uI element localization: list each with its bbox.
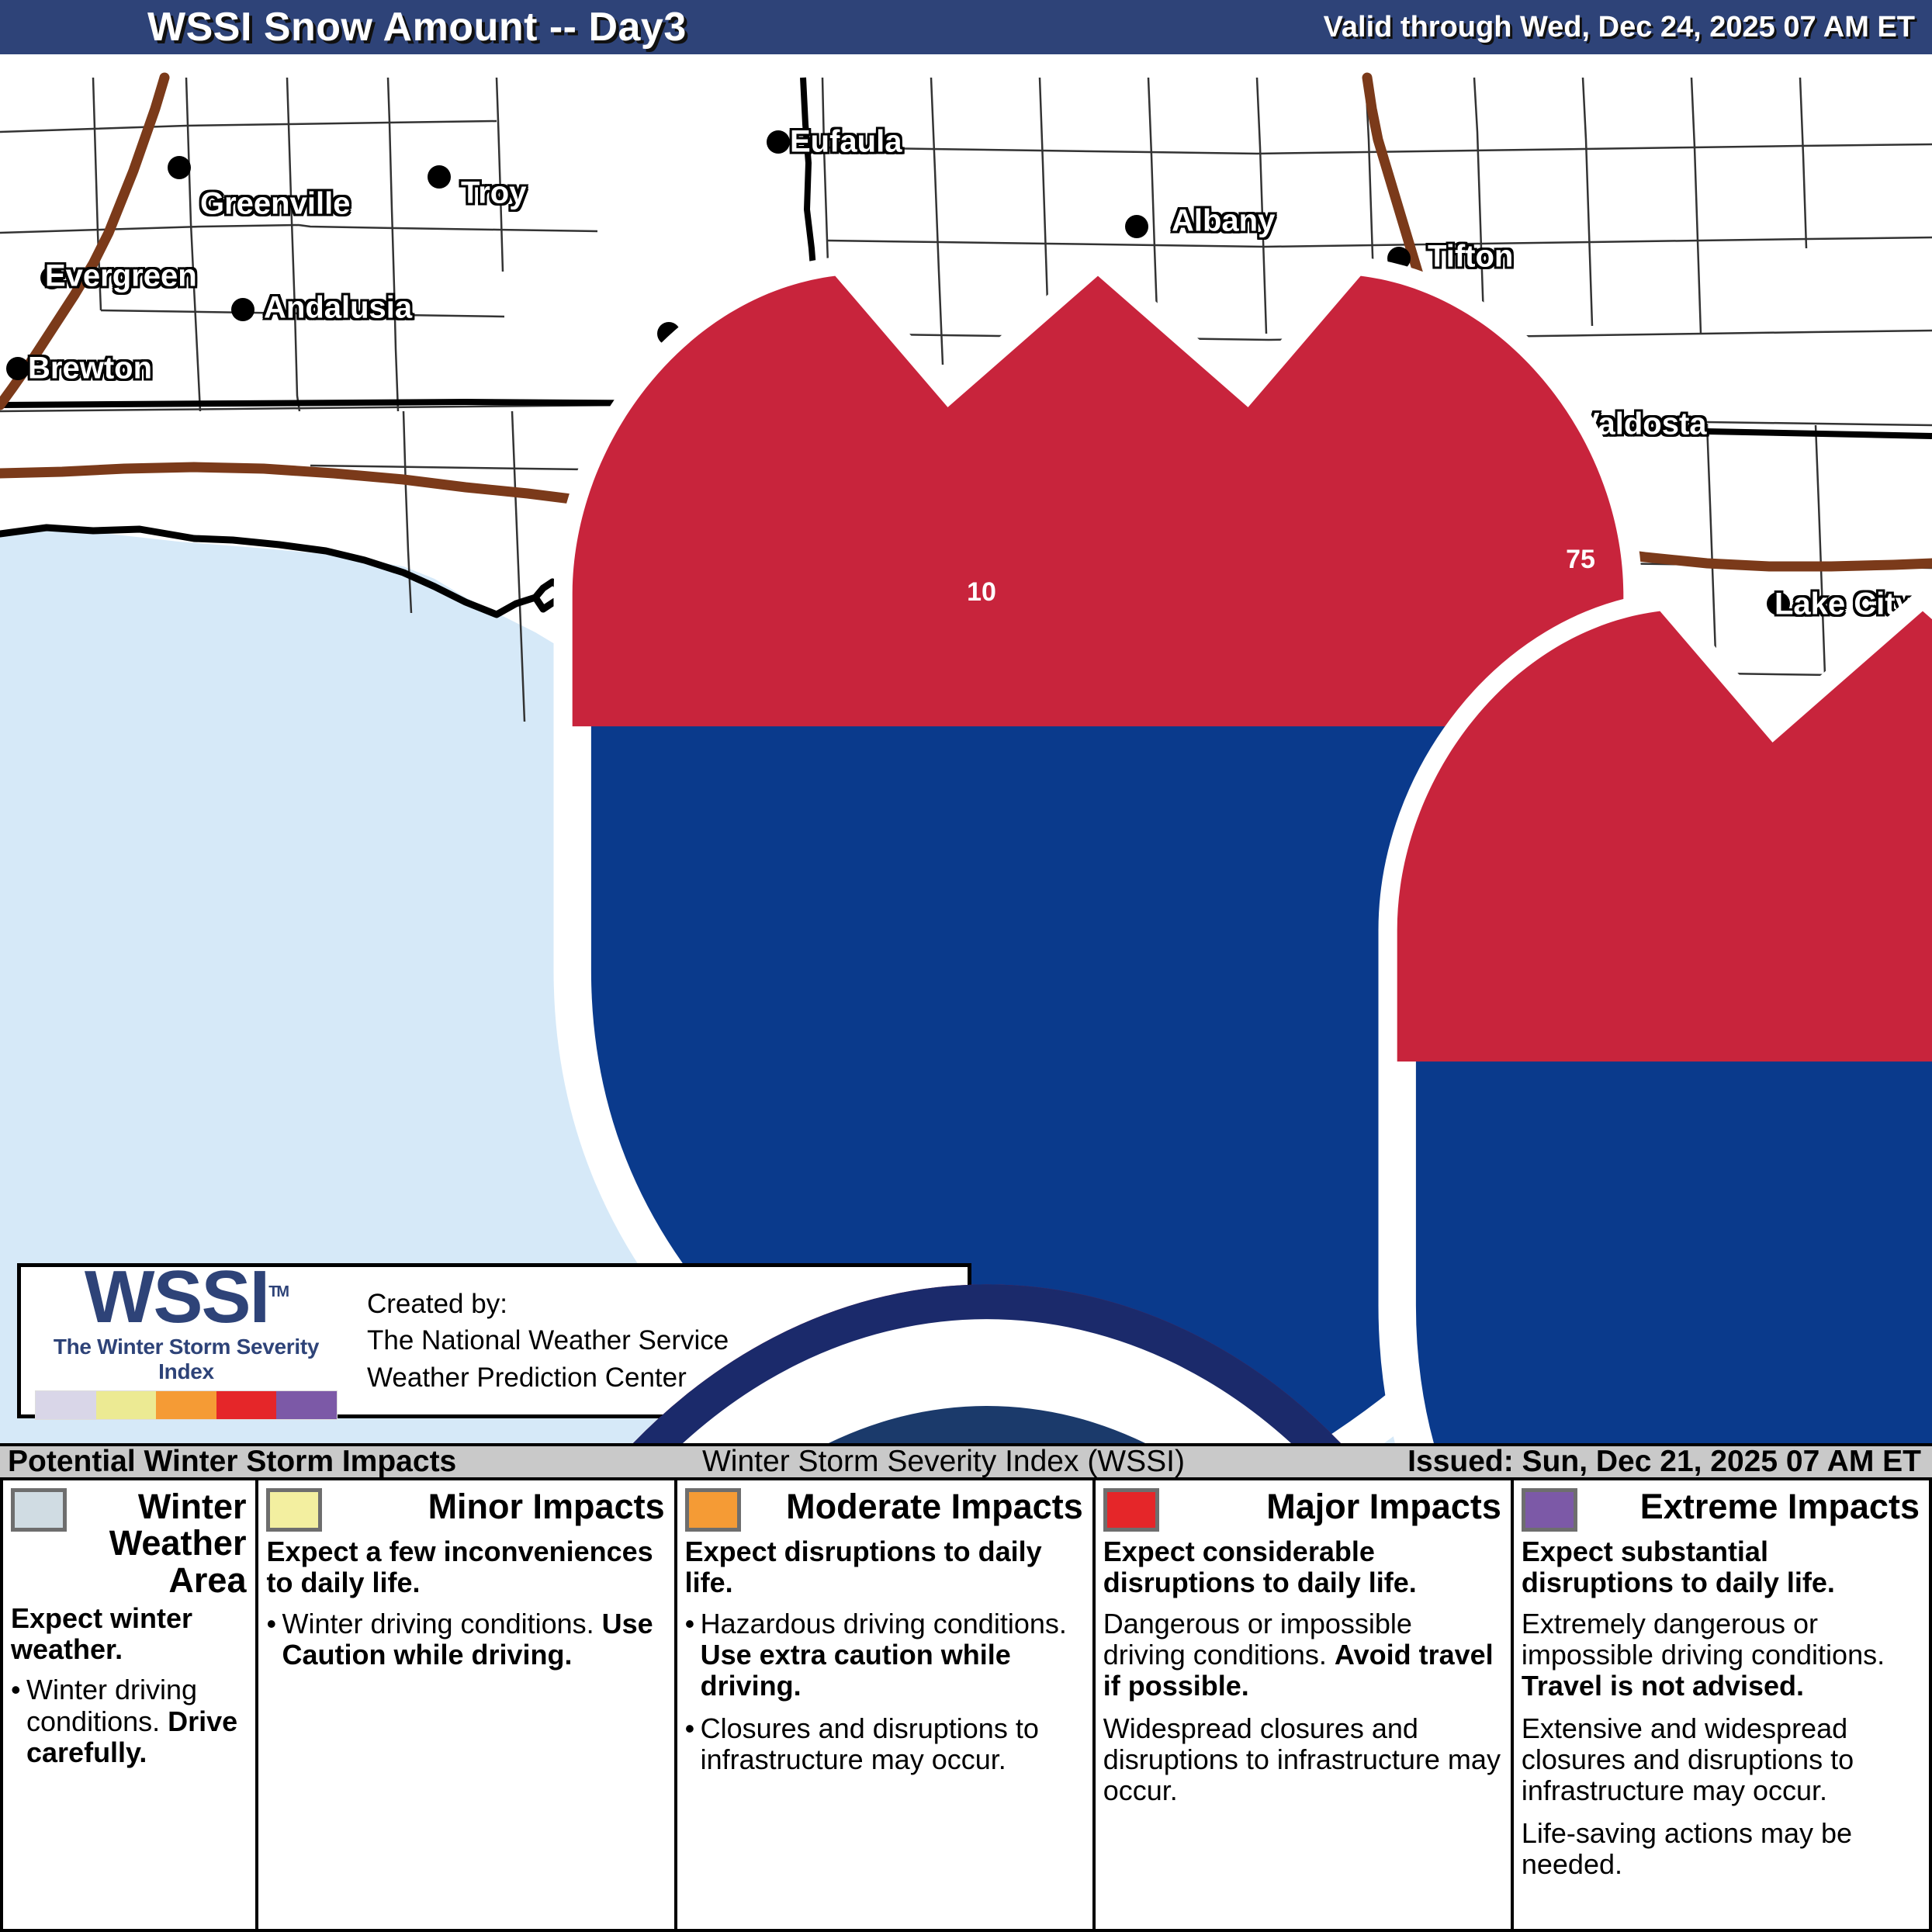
city-label-troy: Troy: [461, 175, 527, 210]
wssi-tagline: The Winter Storm Severity Index: [53, 1334, 320, 1383]
interstate-shield-75-number: 75: [1566, 545, 1595, 574]
legend-swatch-winter-weather-area: [11, 1488, 67, 1532]
legend-lead-minor-impacts: Expect a few inconveniences to daily lif…: [266, 1536, 653, 1599]
wssi-bar-swatch-3: [216, 1390, 277, 1419]
city-label-eufaula: Eufaula: [790, 124, 902, 159]
bullet-dot: •: [266, 1607, 277, 1639]
legend-paragraph: Extensive and widespread closures and di…: [1521, 1712, 1920, 1807]
bullet-bold-tail: Use extra caution while driving.: [700, 1638, 1011, 1702]
noaa-seal-icon: NOAA: [633, 1284, 1341, 1443]
valid-through-text: Valid through Wed, Dec 24, 2025 07 AM ET: [1323, 10, 1915, 43]
city-label-evergreen: Evergreen: [45, 258, 197, 293]
city-dot-brewton: [6, 357, 29, 380]
bullet-bold-tail: Drive carefully.: [26, 1705, 238, 1768]
city-dot-albany: [1125, 215, 1148, 238]
city-label-tifton: Tifton: [1428, 239, 1514, 274]
impact-bar-issued-text: Issued: Sun, Dec 21, 2025 07 AM ET: [1407, 1445, 1921, 1478]
bullet-dot: •: [684, 1607, 695, 1639]
wssi-bar-swatch-4: [276, 1390, 337, 1419]
legend-title-winter-weather-area: Winter Weather Area: [109, 1487, 247, 1600]
created-by-line1: The National Weather Service: [367, 1325, 729, 1356]
city-label-andalusia: Andalusia: [264, 290, 413, 325]
wssi-bar-swatch-1: [95, 1390, 157, 1419]
legend-lead-winter-weather-area: Expect winter weather.: [11, 1601, 193, 1666]
legend-swatch-minor-impacts: [266, 1488, 323, 1532]
legend-bullet: • Winter driving conditions. Drive caref…: [11, 1674, 246, 1768]
legend-lead-major-impacts: Expect considerable disruptions to daily…: [1103, 1536, 1417, 1599]
legend-swatch-moderate-impacts: [684, 1488, 741, 1532]
legend-paragraph: Widespread closures and disruptions to i…: [1103, 1712, 1501, 1807]
legend-bullet: • Hazardous driving conditions. Use extr…: [685, 1608, 1083, 1702]
wssi-attribution-box: WSSITM The Winter Storm Severity Index: [17, 1260, 1341, 1443]
created-by-label: Created by:: [367, 1289, 507, 1320]
city-label-greenville: Greenville: [200, 186, 351, 221]
bullet-text: Winter driving conditions.: [26, 1674, 198, 1737]
legend-title-extreme-impacts: Extreme Impacts: [1639, 1487, 1920, 1526]
interstate-shield-10-number: 10: [967, 577, 996, 607]
wssi-bar-swatch-2: [156, 1390, 216, 1419]
wssi-bar-swatch-0: [36, 1390, 96, 1419]
legend-column-winter-weather-area: Winter Weather Area Expect winter weathe…: [3, 1480, 259, 1929]
paragraph-text: Dangerous or impossible driving conditio…: [1103, 1607, 1412, 1671]
city-label-albany: Albany: [1172, 203, 1276, 238]
city-dot-evergreen: [40, 266, 64, 289]
interstate-shield-icon: [1378, 586, 1932, 1443]
interstate-shield-10: 10: [957, 555, 1932, 1443]
city-dot-andalusia: [231, 298, 254, 321]
city-dot-greenville: [168, 156, 191, 179]
impact-summary-bar: Potential Winter Storm Impacts Winter St…: [0, 1443, 1932, 1480]
legend-lead-extreme-impacts: Expect substantial disruptions to daily …: [1521, 1536, 1835, 1599]
paragraph-text: Widespread closures and disruptions to i…: [1103, 1712, 1501, 1807]
paragraph-text: Extensive and widespread closures and di…: [1521, 1712, 1854, 1807]
city-dot-lakecity: [1767, 592, 1790, 615]
city-dot-eufaula: [767, 130, 790, 154]
legend-column-major-impacts: Major Impacts Expect considerable disrup…: [1096, 1480, 1514, 1929]
bullet-text: Closures and disruptions to infrastructu…: [700, 1712, 1039, 1775]
bullet-dot: •: [11, 1674, 21, 1706]
created-by-line2: Weather Prediction Center: [367, 1362, 687, 1393]
legend-swatch-major-impacts: [1103, 1488, 1159, 1532]
bullet-text: Hazardous driving conditions.: [700, 1607, 1067, 1639]
weather-map[interactable]: Greenville Troy Eufaula Albany Tifton Ev…: [0, 54, 1932, 1443]
legend-title-major-impacts: Major Impacts: [1266, 1487, 1501, 1526]
impact-bar-left-text: Potential Winter Storm Impacts: [8, 1445, 457, 1478]
impact-bar-center-text: Winter Storm Severity Index (WSSI): [702, 1445, 1185, 1478]
interstate-shield-65: 65: [132, 220, 1643, 1443]
page-title: WSSI Snow Amount -- Day3: [147, 5, 687, 50]
created-by-block: Created by: The National Weather Service…: [367, 1286, 729, 1396]
paragraph-bold-tail: Travel is not advised.: [1521, 1670, 1805, 1702]
legend-column-extreme-impacts: Extreme Impacts Expect substantial disru…: [1514, 1480, 1929, 1929]
bullet-bold-tail: Use Caution while driving.: [282, 1607, 653, 1671]
city-dot-troy: [428, 165, 451, 189]
legend-column-minor-impacts: Minor Impacts Expect a few inconvenience…: [258, 1480, 677, 1929]
wssi-wordmark: WSSI: [84, 1255, 270, 1339]
bullet-dot: •: [684, 1712, 695, 1744]
interstate-shield-65-number: 65: [142, 242, 171, 272]
legend-column-moderate-impacts: Moderate Impacts Expect disruptions to d…: [677, 1480, 1096, 1929]
wssi-tm: TM: [268, 1283, 289, 1301]
title-bar: WSSI Snow Amount -- Day3 Valid through W…: [0, 0, 1932, 54]
interstate-shield-75: 75: [1556, 522, 1605, 580]
paragraph-bold-tail: Avoid travel if possible.: [1103, 1638, 1494, 1702]
city-label-brewton: Brewton: [28, 351, 152, 386]
legend-bullet: • Winter driving conditions. Use Caution…: [266, 1608, 664, 1671]
legend-swatch-extreme-impacts: [1521, 1488, 1577, 1532]
legend-lead-moderate-impacts: Expect disruptions to daily life.: [684, 1536, 1042, 1599]
legend-paragraph: Life-saving actions may be needed.: [1521, 1816, 1920, 1881]
legend-paragraph: Extremely dangerous or impossible drivin…: [1522, 1608, 1920, 1702]
wssi-severity-color-bar: [35, 1390, 338, 1420]
paragraph-text: Extremely dangerous or impossible drivin…: [1521, 1607, 1885, 1671]
legend-title-moderate-impacts: Moderate Impacts: [786, 1487, 1083, 1526]
wssi-logo: WSSITM The Winter Storm Severity Index: [21, 1260, 338, 1420]
impacts-legend: Winter Weather Area Expect winter weathe…: [0, 1480, 1932, 1932]
paragraph-text: Life-saving actions may be needed.: [1521, 1816, 1853, 1880]
legend-title-minor-impacts: Minor Impacts: [428, 1487, 665, 1526]
legend-paragraph: Dangerous or impossible driving conditio…: [1103, 1608, 1501, 1702]
bullet-text: Winter driving conditions.: [282, 1607, 602, 1639]
legend-bullet: • Closures and disruptions to infrastruc…: [684, 1712, 1083, 1776]
